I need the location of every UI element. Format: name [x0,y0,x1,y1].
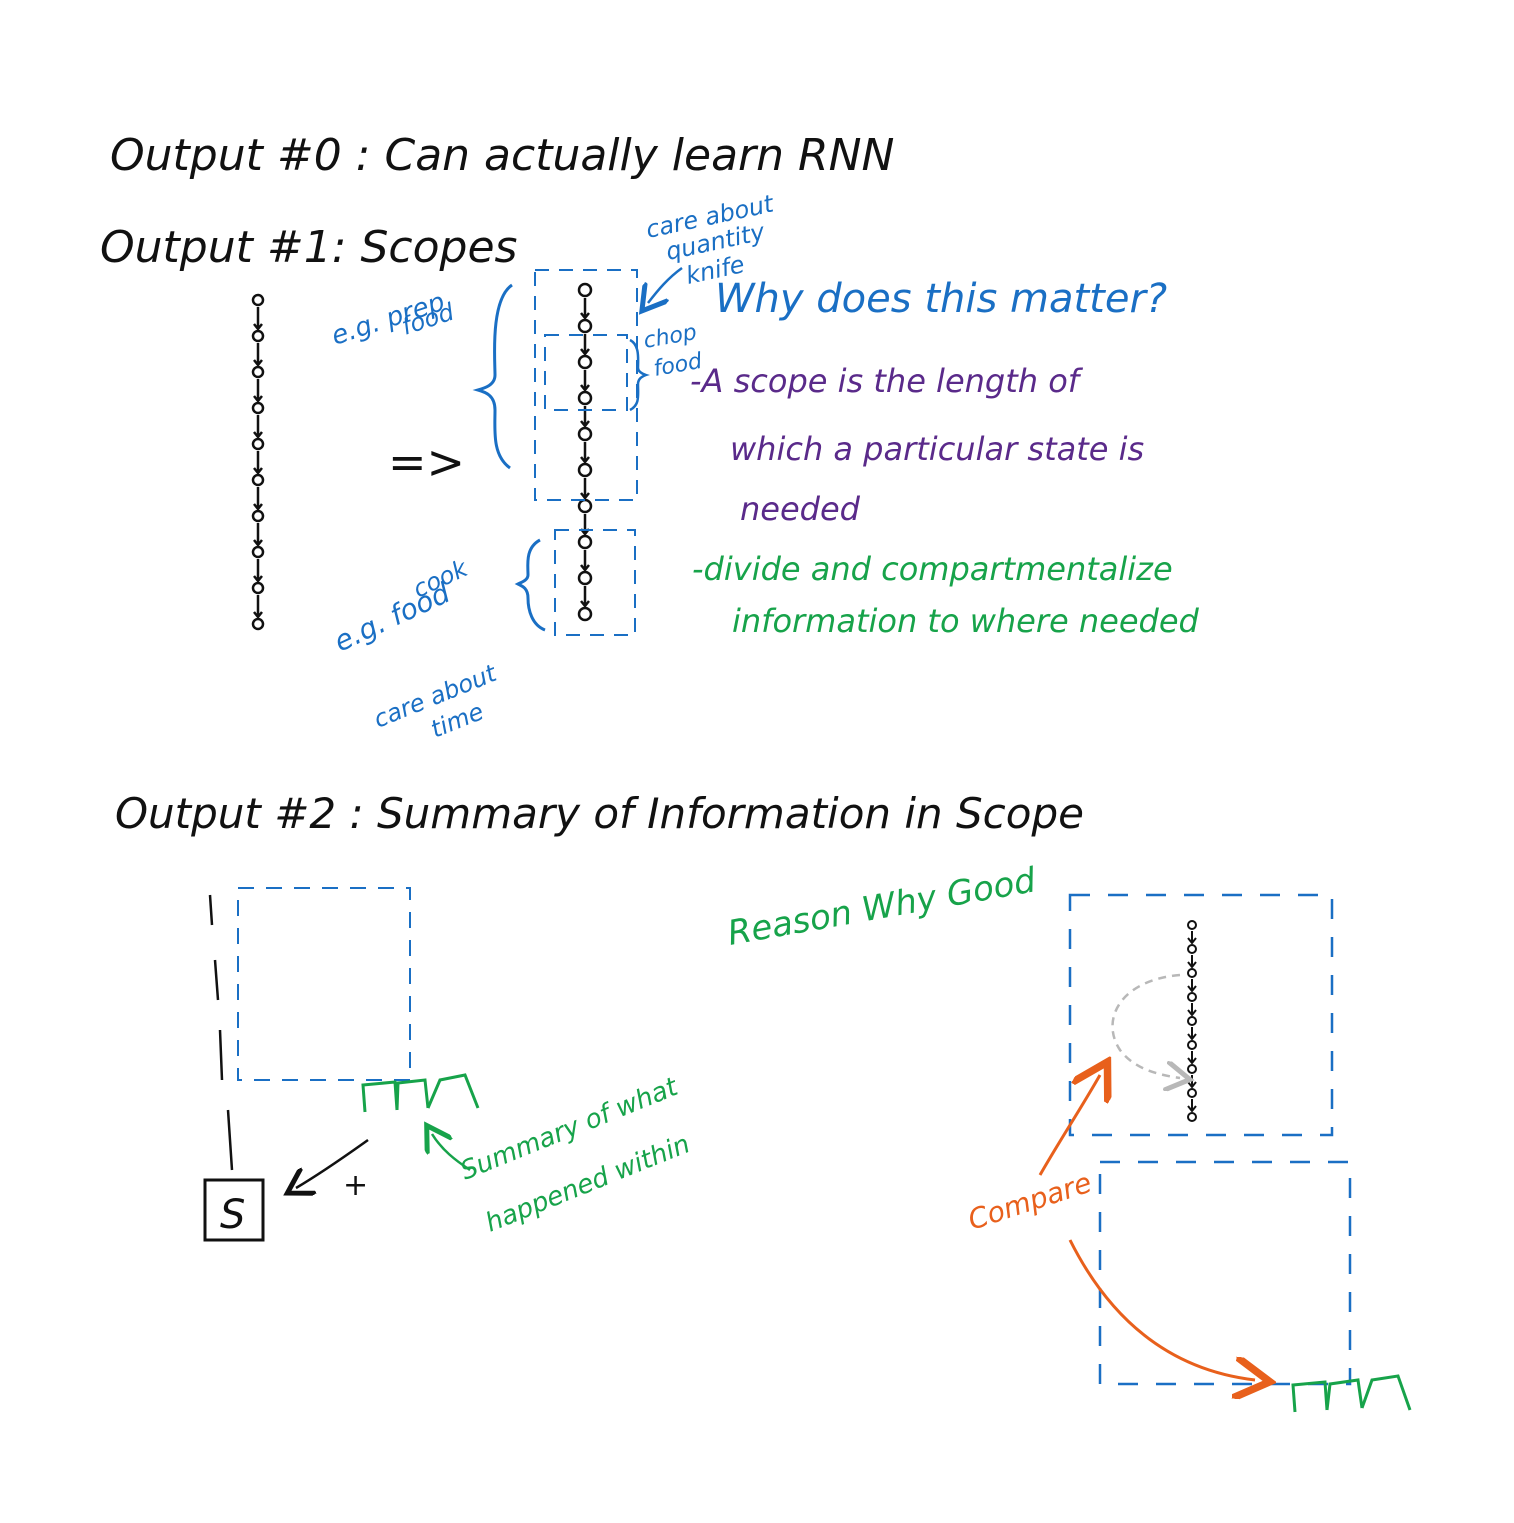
rnn-node [1187,920,1197,930]
rnn-node [577,498,593,514]
compare-box-bottom [1098,1160,1352,1386]
summary-vectors-right [1291,1374,1412,1413]
prep-food-label: e.g. prep food [328,287,458,352]
rnn-link [253,343,263,368]
rnn-node [251,329,265,343]
rnn-node [577,390,593,406]
care-time-label: care about time [370,659,502,744]
rnn-node [1187,1088,1197,1098]
rnn-link [253,415,263,440]
rnn-node [251,617,265,631]
rnn-node [1187,1064,1197,1074]
rnn-link [1187,1027,1197,1041]
gray-skip-arrow [1111,973,1181,1078]
rnn-link [1187,1003,1197,1017]
cook-label-line2: e.g. food [329,576,455,658]
rnn-link [1187,955,1197,969]
rnn-link [580,478,590,501]
rnn-link [580,442,590,465]
rnn-link [253,451,263,476]
brace-cook [514,538,546,632]
compare-arrow-up [1038,1075,1100,1176]
rnn-node [1187,1040,1197,1050]
plus-sign: + [343,1168,368,1203]
care-quantity-arrow [648,266,683,303]
care-quantity-label: care about quantity knife [643,189,777,290]
s-box: S [203,1178,265,1242]
why-line-4: -divide and compartmentalize [692,550,1173,588]
rnn-link [580,550,590,573]
why-line-5: information to where needed [732,602,1200,640]
rnn-node [251,509,265,523]
rnn-link [253,307,263,332]
rnn-link [1187,1099,1197,1113]
rnn-node [577,426,593,442]
rnn-chain-compare [1187,920,1197,1122]
summary-to-s-arrow [296,1138,369,1188]
scope-box-cook [554,529,636,636]
rnn-link [1187,1051,1197,1065]
rnn-link [580,586,590,609]
rnn-chain-left [251,293,265,631]
rnn-link [253,559,263,584]
rnn-link [253,379,263,404]
why-line-3: needed [740,490,861,528]
rnn-node [1187,1016,1197,1026]
reason-why-good: Reason Why Good [725,860,1039,954]
chop-label-line1: chop [642,320,699,354]
heading-output-1: Output #1: Scopes [100,222,517,273]
rnn-node [577,354,593,370]
why-question: Why does this matter? [715,276,1167,322]
rnn-link [580,298,590,321]
s-box-frame [203,1178,265,1242]
rnn-link [1187,931,1197,945]
rnn-node [251,365,265,379]
scope-box-chop [544,334,628,411]
compare-box-top [1068,893,1334,1137]
rnn-node [577,318,593,334]
rnn-node [577,570,593,586]
rnn-node [577,606,593,622]
compare-arrow-down [1068,1239,1255,1380]
rnn-link [253,523,263,548]
brace-chop [629,338,650,412]
left-vertical-line [208,894,234,1171]
cook-food-label: cook e.g. food [329,554,473,659]
rnn-chain-scoped [577,282,593,622]
rnn-link [580,370,590,393]
rnn-node [1187,944,1197,954]
rnn-node [1187,1112,1197,1122]
rnn-link [580,334,590,357]
rnn-node [577,462,593,478]
rnn-node [251,293,265,307]
why-line-2: which a particular state is [730,430,1144,468]
summary-up-arrow [432,1134,471,1172]
rnn-node [1187,968,1197,978]
rnn-node [251,581,265,595]
transform-arrow: => [388,435,465,489]
rnn-node [251,473,265,487]
compare-label: Compare [964,1166,1096,1237]
rnn-node [1187,992,1197,1002]
rnn-node [251,401,265,415]
rnn-node [577,534,593,550]
rnn-link [253,595,263,620]
rnn-link [1187,1075,1197,1089]
heading-output-0: Output #0 : Can actually learn RNN [110,130,894,181]
summary-scope-box [237,887,411,1081]
rnn-link [1187,979,1197,993]
summary-vectors-left [361,1073,480,1113]
rnn-node [251,437,265,451]
heading-output-2: Output #2 : Summary of Information in Sc… [115,789,1084,838]
rnn-node [577,282,593,298]
rnn-node [251,545,265,559]
why-line-1: -A scope is the length of [690,362,1084,400]
brace-prep [472,283,513,470]
s-box-label: S [220,1192,245,1238]
rnn-link [253,487,263,512]
